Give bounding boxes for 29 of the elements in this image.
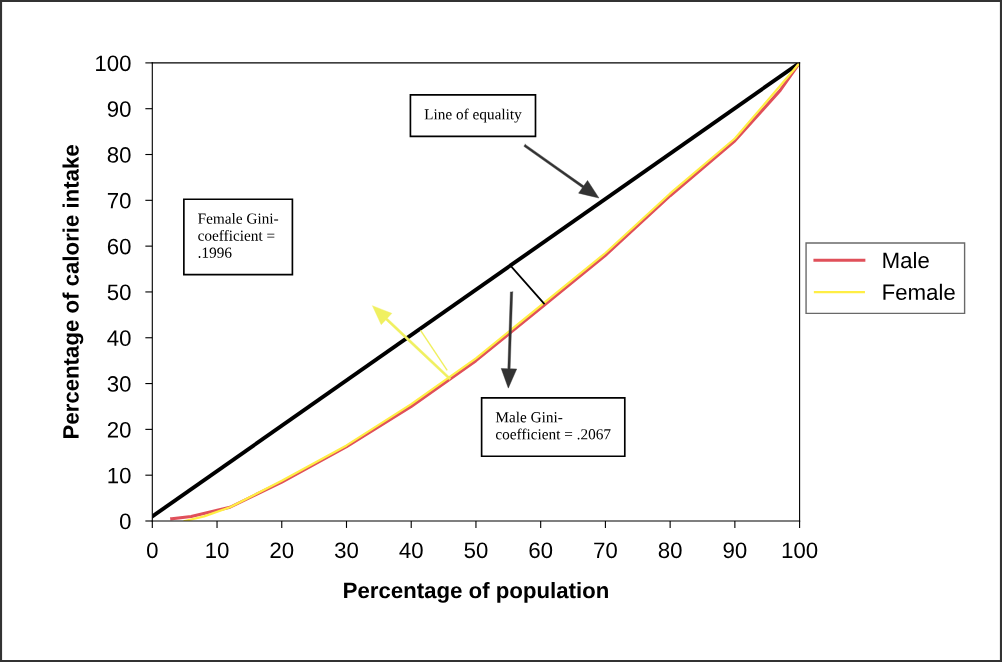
y-tick-label: 50 [107,284,131,301]
y-tick-label: 30 [107,376,131,392]
y-tick-label: 70 [107,192,131,209]
annotation: Line of equality [424,108,522,123]
x-axis-title: Percentage of population [344,581,608,603]
y-axis-title: Percentage of calorie intake [62,145,84,439]
y-tick-label: 60 [107,238,131,255]
x-tick-label: 10 [206,542,229,559]
x-tick-label: 0 [146,542,158,559]
y-tick-label: 90 [107,101,131,117]
x-tick-label: 20 [270,542,294,559]
annotation: Male Gini- coefficient = .2067 [495,411,611,440]
legend-label: Female [883,283,955,301]
x-tick-label: 40 [399,542,423,559]
y-tick-label: 80 [107,147,131,163]
x-tick-label: 100 [782,542,818,559]
y-tick-label: 20 [107,421,131,438]
x-tick-label: 90 [723,542,747,559]
x-tick-label: 30 [334,542,358,559]
annotation: Female Gini- coefficient = .1996 [198,213,279,258]
y-tick-label: 10 [108,467,131,484]
y-tick-label: 100 [96,55,131,72]
x-tick-label: 50 [464,542,488,559]
legend-label: Male [883,251,929,269]
x-tick-label: 60 [529,542,553,559]
y-tick-label: 40 [107,330,131,347]
x-tick-label: 80 [658,542,682,559]
y-tick-label: 0 [119,513,131,530]
x-tick-label: 70 [594,542,617,559]
